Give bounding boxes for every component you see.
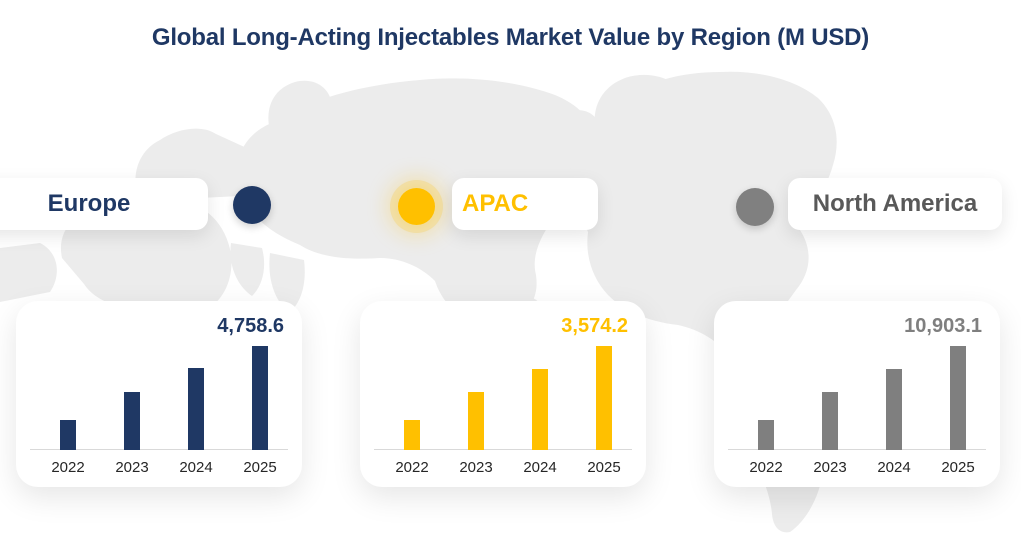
year-tick-label: 2025: [243, 459, 277, 476]
bar-2024: [188, 368, 204, 450]
year-tick-label: 2024: [523, 459, 557, 476]
value-label: 10,903.1: [904, 315, 982, 337]
year-tick-label: 2025: [587, 459, 621, 476]
chart-card-europe: 4,758.6 2022 2023 2024 2025: [16, 301, 302, 487]
bar-column: 2024: [872, 369, 916, 477]
x-axis-baseline: [728, 449, 986, 450]
bar-column: 2025: [238, 346, 282, 477]
bar-2023: [468, 392, 484, 450]
bar-2022: [60, 420, 76, 450]
mini-bar-plot: 2022 2023 2024 2025: [744, 337, 980, 477]
region-label-card-apac: APAC: [452, 178, 598, 230]
year-tick-label: 2024: [179, 459, 213, 476]
bar-2024: [886, 369, 902, 450]
map-arabia: [230, 243, 265, 296]
bar-2025: [950, 346, 966, 450]
region-label-north-america: North America: [812, 190, 978, 217]
bar-2024: [532, 369, 548, 450]
value-label: 4,758.6: [217, 315, 284, 337]
year-tick-label: 2022: [749, 459, 783, 476]
bar-2023: [124, 392, 140, 450]
year-tick-label: 2022: [395, 459, 429, 476]
region-label-apac: APAC: [462, 190, 529, 217]
bar-column: 2022: [390, 420, 434, 477]
x-axis-baseline: [374, 449, 632, 450]
north-america-map-marker-icon: [736, 188, 774, 226]
bar-column: 2025: [936, 346, 980, 477]
page-title: Global Long-Acting Injectables Market Va…: [151, 24, 870, 51]
region-label-card-north-america: North America: [788, 178, 1002, 230]
value-label: 3,574.2: [561, 315, 628, 337]
bar-column: 2022: [744, 420, 788, 477]
year-tick-label: 2023: [813, 459, 847, 476]
map-africa: [0, 243, 57, 302]
year-tick-label: 2023: [115, 459, 149, 476]
apac-map-marker-icon: [398, 188, 435, 225]
mini-bar-plot: 2022 2023 2024 2025: [46, 337, 282, 477]
bar-2025: [252, 346, 268, 450]
bar-column: 2023: [808, 392, 852, 477]
year-tick-label: 2025: [941, 459, 975, 476]
bar-column: 2023: [110, 392, 154, 477]
bar-2022: [758, 420, 774, 450]
x-axis-baseline: [30, 449, 288, 450]
year-tick-label: 2023: [459, 459, 493, 476]
region-label-europe: Europe: [47, 190, 131, 217]
bar-2023: [822, 392, 838, 450]
bar-column: 2025: [582, 346, 626, 477]
bar-column: 2022: [46, 420, 90, 477]
map-india: [269, 253, 305, 313]
bar-column: 2023: [454, 392, 498, 477]
bar-column: 2024: [174, 368, 218, 477]
europe-map-marker-icon: [233, 186, 271, 224]
year-tick-label: 2022: [51, 459, 85, 476]
region-label-card-europe: Europe: [0, 178, 208, 230]
chart-card-north-america: 10,903.1 2022 2023 2024 2025: [714, 301, 1000, 487]
mini-bar-plot: 2022 2023 2024 2025: [390, 337, 626, 477]
bar-2022: [404, 420, 420, 450]
map-north-america: [570, 71, 837, 427]
bar-2025: [596, 346, 612, 450]
year-tick-label: 2024: [877, 459, 911, 476]
bar-column: 2024: [518, 369, 562, 477]
chart-card-apac: 3,574.2 2022 2023 2024 2025: [360, 301, 646, 487]
